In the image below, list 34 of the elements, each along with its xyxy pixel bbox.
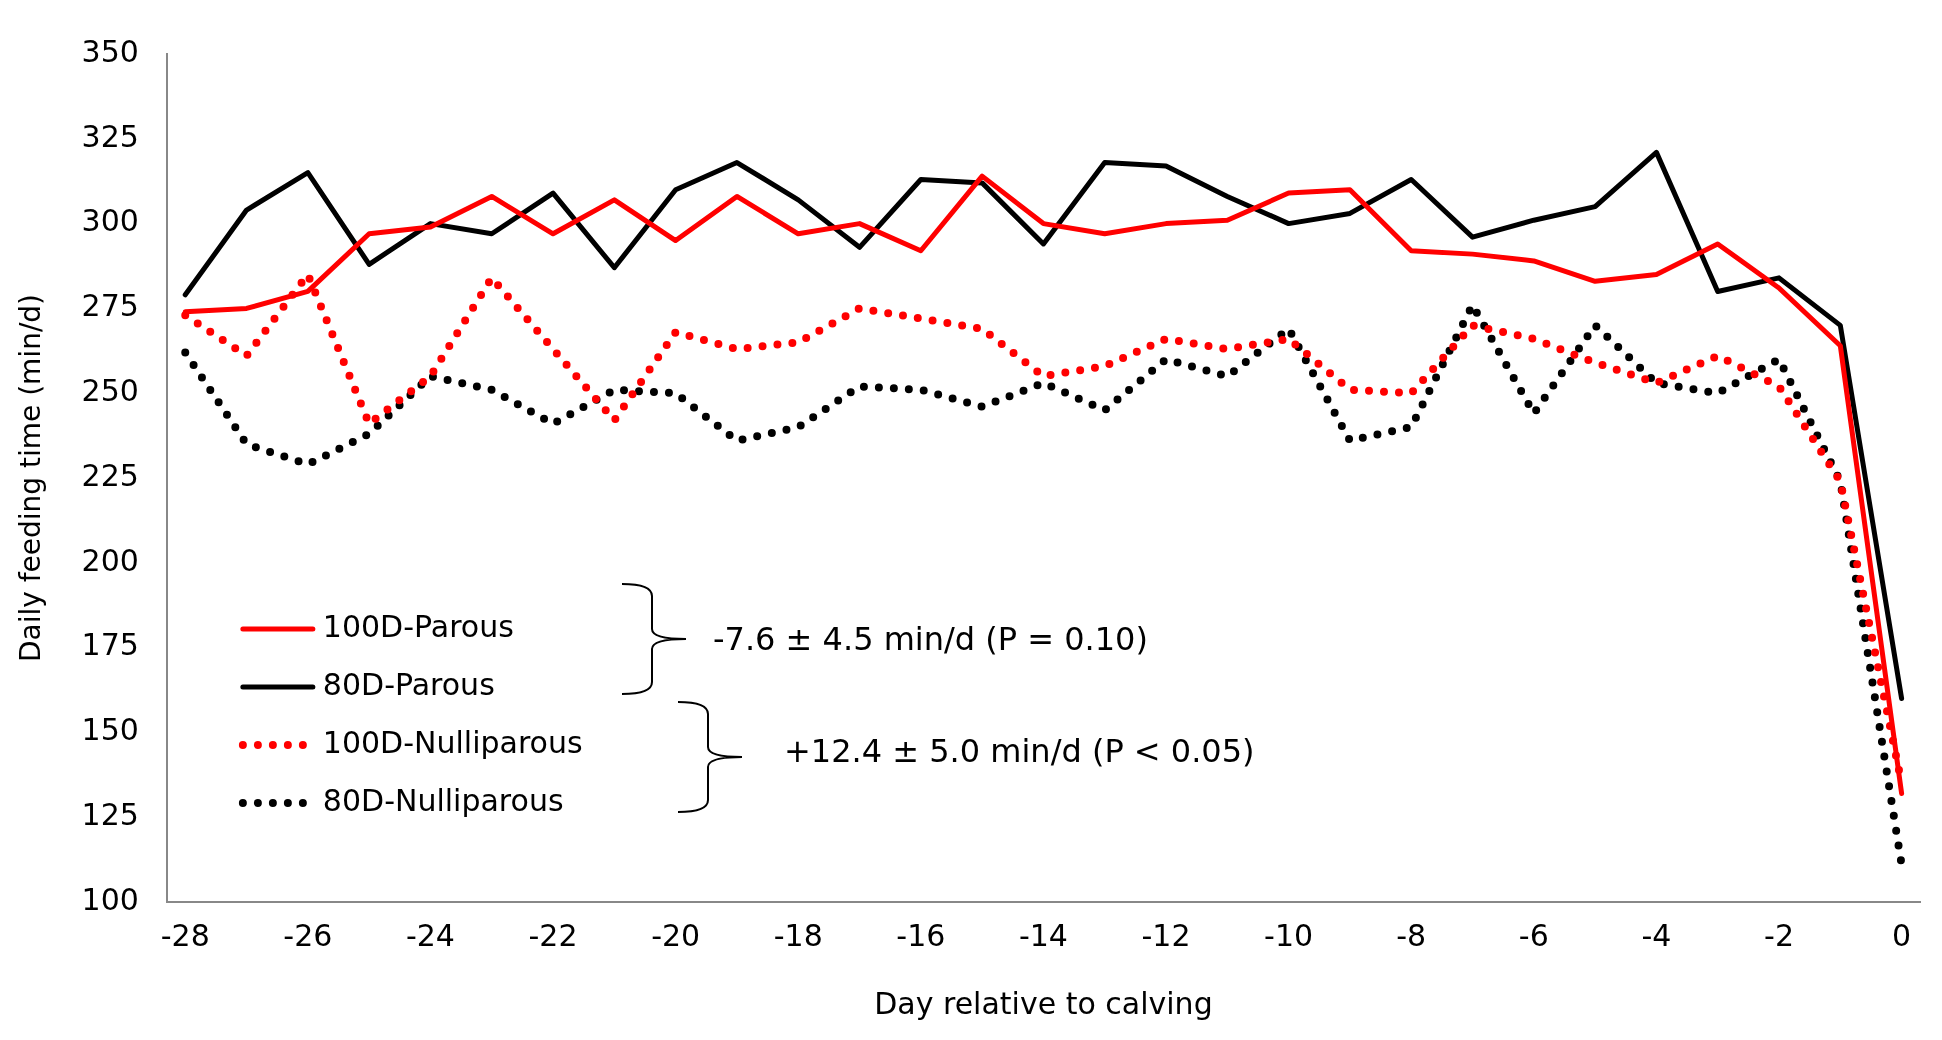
- x-tick-label: -18: [773, 917, 823, 953]
- x-tick-label: 0: [1892, 917, 1912, 953]
- x-tick-label: -16: [896, 917, 946, 953]
- y-tick-label: 225: [81, 457, 139, 493]
- y-tick-label: 300: [81, 203, 139, 239]
- y-tick-label: 200: [81, 542, 139, 578]
- y-tick-label: 350: [81, 33, 139, 69]
- y-tick-label: 250: [81, 373, 139, 408]
- y-axis-title: Daily feeding time (min/d): [14, 293, 48, 663]
- annotation: -7.6 ± 4.5 min/d (P = 0.10): [713, 620, 1148, 658]
- x-tick-label: -22: [528, 917, 578, 953]
- x-tick-label: -12: [1141, 917, 1191, 953]
- y-tick-label: 325: [81, 118, 139, 154]
- x-tick-label: -28: [160, 917, 210, 953]
- y-tick-label: 275: [81, 288, 139, 324]
- x-tick-label: -24: [405, 917, 455, 953]
- legend-label: 80D-Nulliparous: [322, 782, 564, 818]
- x-axis-title: Day relative to calving: [874, 985, 1213, 1021]
- x-tick-label: -4: [1641, 917, 1672, 953]
- x-tick-label: -2: [1764, 917, 1794, 953]
- y-tick-label: 175: [81, 627, 139, 663]
- annotation: +12.4 ± 5.0 min/d (P < 0.05): [784, 732, 1255, 770]
- legend-label: 100D-Parous: [322, 608, 514, 644]
- legend-label: 100D-Nulliparous: [322, 724, 583, 760]
- x-tick-label: -20: [651, 917, 701, 953]
- y-tick-label: 100: [81, 881, 139, 917]
- x-tick-label: -14: [1018, 917, 1068, 953]
- legend-label: 80D-Parous: [322, 666, 495, 702]
- x-tick-label: -8: [1396, 917, 1427, 953]
- y-tick-label: 125: [81, 797, 139, 832]
- x-tick-label: -10: [1264, 917, 1314, 953]
- x-tick-label: -26: [283, 917, 333, 953]
- y-tick-label: 150: [81, 712, 139, 748]
- x-tick-label: -6: [1518, 917, 1549, 953]
